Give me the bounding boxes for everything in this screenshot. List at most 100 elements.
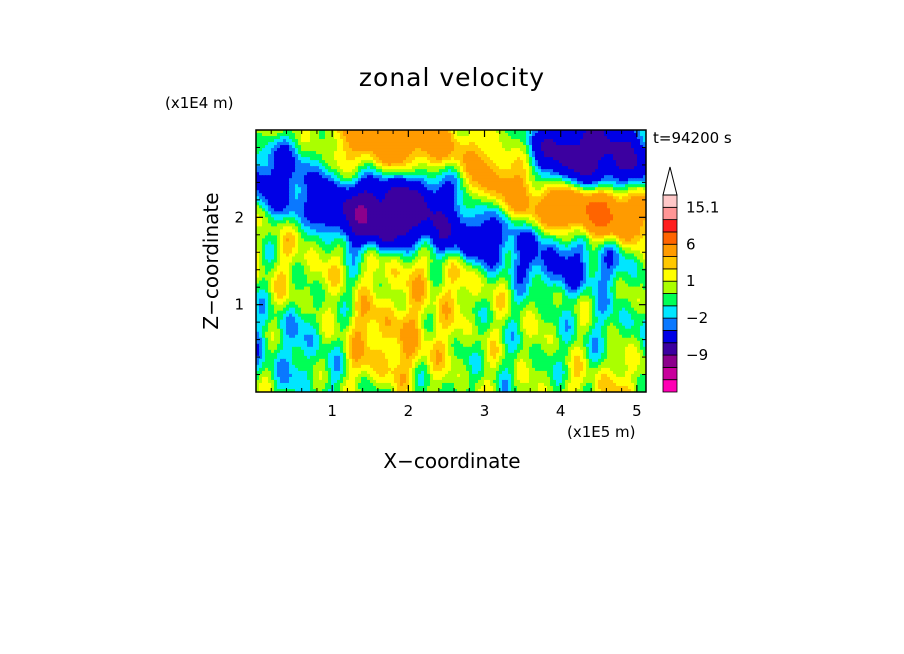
contour-cell (619, 220, 623, 224)
contour-cell (391, 238, 395, 243)
contour-cell (544, 175, 548, 179)
contour-cell (640, 169, 644, 173)
contour-cell (343, 136, 347, 140)
contour-cell (523, 178, 527, 182)
contour-cell (541, 133, 545, 137)
contour-cell (598, 226, 602, 230)
contour-cell (400, 169, 404, 173)
contour-cell (418, 151, 422, 155)
contour-cell (418, 178, 422, 182)
contour-cell (622, 187, 626, 191)
contour-cell (268, 232, 272, 236)
contour-cell (493, 205, 497, 209)
contour-cell (388, 217, 392, 221)
contour-cell (358, 142, 362, 146)
contour-cell (334, 241, 338, 246)
contour-cell (508, 208, 512, 212)
contour-cell (325, 169, 329, 173)
contour-cell (490, 133, 494, 137)
contour-cell (523, 130, 527, 134)
contour-cell (256, 202, 260, 206)
contour-cell (460, 211, 464, 215)
contour-cell (304, 208, 308, 212)
contour-cell (616, 199, 620, 203)
contour-cell (436, 154, 440, 158)
contour-cell (553, 133, 557, 137)
contour-cell (433, 148, 437, 152)
contour-cell (388, 187, 392, 191)
contour-cell (364, 208, 368, 212)
contour-cell (523, 181, 527, 185)
contour-cell (643, 181, 646, 185)
contour-cell (592, 181, 596, 185)
contour-cell (625, 133, 629, 137)
contour-cell (595, 241, 599, 246)
contour-cell (286, 235, 290, 240)
contour-cell (316, 235, 320, 240)
contour-cell (502, 193, 506, 197)
contour-cell (301, 196, 305, 200)
contour-cell (427, 145, 431, 149)
contour-cell (613, 133, 617, 137)
contour-cell (316, 175, 320, 179)
contour-cell (415, 220, 419, 224)
contour-cell (550, 169, 554, 173)
contour-cell (550, 196, 554, 200)
contour-cell (337, 202, 341, 206)
contour-cell (550, 151, 554, 155)
contour-cell (613, 238, 617, 243)
contour-cell (367, 232, 371, 236)
contour-cell (424, 163, 428, 167)
contour-cell (523, 238, 527, 243)
contour-cell (379, 181, 383, 185)
contour-cell (601, 157, 605, 161)
contour-cell (427, 160, 431, 164)
contour-cell (526, 232, 530, 236)
contour-cell (448, 148, 452, 152)
contour-cell (544, 238, 548, 243)
contour-cell (499, 235, 503, 240)
contour-cell (442, 163, 446, 167)
contour-cell (310, 145, 314, 149)
contour-cell (562, 193, 566, 197)
contour-cell (298, 223, 302, 227)
contour-cell (406, 235, 410, 240)
contour-cell (400, 244, 404, 249)
contour-cell (286, 226, 290, 230)
contour-cell (259, 196, 263, 200)
contour-cell (640, 181, 644, 185)
contour-cell (568, 217, 572, 221)
contour-cell (295, 208, 299, 212)
contour-cell (433, 163, 437, 167)
contour-cell (616, 178, 620, 182)
contour-cell (634, 190, 638, 194)
contour-cell (397, 205, 401, 209)
contour-cell (535, 178, 539, 182)
contour-cell (628, 160, 632, 164)
contour-cell (298, 154, 302, 158)
contour-cell (385, 178, 389, 182)
contour-cell (640, 235, 644, 240)
contour-cell (268, 172, 272, 176)
contour-cell (331, 238, 335, 243)
contour-cell (610, 211, 614, 215)
contour-cell (499, 175, 503, 179)
contour-cell (412, 148, 416, 152)
contour-cell (568, 163, 572, 167)
contour-cell (547, 181, 551, 185)
contour-cell (640, 145, 644, 149)
contour-cell (319, 223, 323, 227)
contour-cell (451, 241, 455, 246)
contour-cell (301, 157, 305, 161)
contour-cell (466, 172, 470, 176)
contour-cell (610, 199, 614, 203)
contour-cell (550, 142, 554, 146)
contour-cell (589, 169, 593, 173)
contour-cell (607, 136, 611, 140)
contour-cell (370, 220, 374, 224)
contour-cell (400, 208, 404, 212)
contour-cell (499, 136, 503, 140)
contour-cell (355, 193, 359, 197)
contour-cell (550, 235, 554, 240)
contour-cell (568, 172, 572, 176)
